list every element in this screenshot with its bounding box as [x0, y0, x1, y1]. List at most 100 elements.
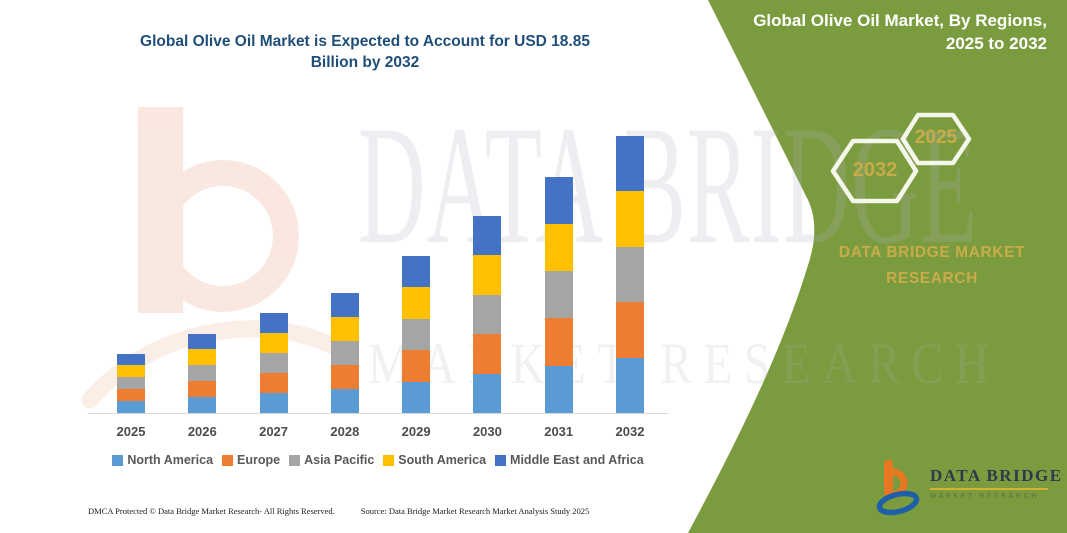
bar-segment [330, 292, 359, 317]
bar-segment [188, 381, 217, 398]
bar-segment [188, 397, 217, 413]
logo-underline [930, 488, 1048, 490]
logo-b-stem [884, 460, 893, 496]
chart-title: Global Olive Oil Market is Expected to A… [85, 32, 645, 74]
legend-label: North America [127, 453, 214, 467]
hexagon-2025-shape [900, 112, 972, 166]
legend-item: North America [112, 453, 213, 467]
x-axis-tick-label: 2025 [116, 424, 146, 439]
bar-segment [473, 334, 502, 374]
dbmr-logo-icon [876, 460, 920, 516]
bar-column-2027: 2027 [259, 135, 288, 439]
panel-heading-line2: 2025 to 2032 [945, 33, 1047, 53]
bar-segment [259, 353, 288, 373]
bar-segment [402, 350, 431, 382]
x-axis-line [88, 413, 668, 414]
x-axis-tick-label: 2026 [187, 424, 217, 439]
bar-segment [259, 333, 288, 353]
bar-segment [188, 365, 217, 382]
x-axis-tick-label: 2027 [259, 424, 289, 439]
footer-source: Source: Data Bridge Market Research Mark… [360, 506, 590, 516]
bar-segment [544, 318, 573, 366]
bar-segment [259, 373, 288, 393]
footer-dmca: DMCA Protected © Data Bridge Market Rese… [88, 506, 335, 516]
green-panel-shape [688, 0, 1067, 533]
bar-column-2026: 2026 [188, 135, 217, 439]
bar-column-2029: 2029 [402, 135, 431, 439]
legend-item: Asia Pacific [289, 453, 374, 467]
bar-segment [473, 255, 502, 295]
x-axis-tick-label: 2028 [330, 424, 360, 439]
chart-title-line2: Billion by 2032 [310, 53, 420, 71]
x-axis-tick-label: 2031 [544, 424, 574, 439]
stacked-bar-chart: 2025 2026 2027 2028 2029 2030 2031 2032 [117, 135, 644, 439]
hexagon-year-2025: 2025 [914, 127, 958, 148]
bar-segment [402, 381, 431, 413]
bar-segment [117, 365, 145, 378]
bar-segment [117, 377, 145, 390]
bar-segment [330, 316, 359, 341]
hexagon-2032-shape [830, 138, 919, 204]
legend-swatch-icon [495, 455, 507, 466]
bar-segment [188, 349, 217, 366]
legend-swatch-icon [222, 455, 234, 466]
dbmr-b-watermark [81, 107, 344, 409]
logo-d-swoosh [876, 490, 920, 516]
bar-segment [330, 364, 359, 389]
x-axis-tick-label: 2030 [472, 424, 502, 439]
bar-column-2028: 2028 [330, 135, 359, 439]
legend-label: Europe [237, 453, 281, 467]
watermark-swoosh [81, 320, 344, 409]
footer: DMCA Protected © Data Bridge Market Rese… [88, 506, 589, 516]
bar-segment [473, 373, 502, 413]
bar-column-2031: 2031 [544, 135, 573, 439]
panel-heading: Global Olive Oil Market, By Regions, 202… [753, 10, 1047, 56]
x-axis-tick-label: 2029 [401, 424, 431, 439]
bar-segment [544, 271, 573, 319]
bar-segment [615, 302, 644, 358]
bar-segment [615, 246, 644, 303]
panel-heading-line1: Global Olive Oil Market, By Regions, [753, 11, 1047, 30]
bar-segment [117, 389, 145, 402]
bar-segment [188, 333, 217, 350]
legend-item: Middle East and Africa [495, 453, 644, 467]
bar-segment [402, 318, 431, 351]
bar-segment [259, 313, 288, 333]
bar-segment [544, 223, 573, 272]
bar-segment [544, 365, 573, 413]
bar-segment [259, 393, 288, 413]
bar-segment [402, 256, 431, 288]
bar-segment [330, 340, 359, 365]
legend-swatch-icon [112, 455, 124, 466]
bar-column-2025: 2025 [117, 135, 145, 439]
bar-segment [615, 136, 644, 192]
bar-segment [615, 191, 644, 247]
logo-tagline: MARKET RESEARCH [930, 493, 1039, 500]
bar-segment [402, 287, 431, 319]
bar-column-2030: 2030 [473, 135, 502, 439]
legend-swatch-icon [289, 455, 301, 466]
bar-segment [117, 401, 145, 413]
hexagon-year-2032: 2032 [852, 159, 898, 181]
x-axis-tick-label: 2032 [615, 424, 645, 439]
legend-label: Asia Pacific [304, 453, 375, 467]
chart-title-line1: Global Olive Oil Market is Expected to A… [140, 33, 590, 50]
bar-segment [117, 353, 145, 366]
legend-label: South America [398, 453, 487, 467]
bar-segment [544, 176, 573, 224]
panel-brand-text: DATA BRIDGE MARKET RESEARCH [838, 244, 1026, 287]
legend-item: Europe [222, 453, 280, 467]
legend-label: Middle East and Africa [510, 453, 644, 467]
bar-segment [615, 357, 644, 413]
legend-item: South America [383, 453, 486, 467]
watermark-b-stem [138, 107, 183, 313]
logo-name: DATA BRIDGE [930, 466, 1063, 485]
bar-segment [473, 294, 502, 334]
legend-swatch-icon [383, 455, 395, 466]
bar-segment [330, 388, 359, 413]
watermark-b-bowl [147, 160, 299, 312]
hexagons [830, 112, 972, 204]
bar-segment [473, 215, 502, 255]
